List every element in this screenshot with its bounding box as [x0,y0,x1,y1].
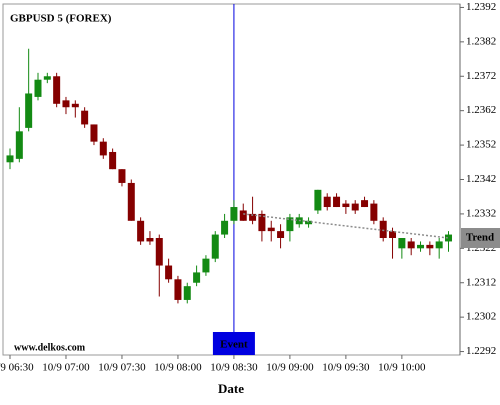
candle-body [183,286,191,300]
y-tick-label: 1.2302 [466,311,496,323]
chart-title: GBPUSD 5 (FOREX) [10,13,112,25]
candle-body [361,200,369,208]
candle-body [239,210,247,221]
candle-body [90,124,98,142]
candle-body [118,169,126,183]
candle-body [249,213,257,221]
y-tick-label: 1.2372 [466,70,496,82]
candle-body [389,231,397,238]
candle-body [305,220,313,225]
y-tick-label: 1.2332 [466,207,496,219]
candle-body [370,203,378,221]
candle-body [155,238,163,266]
candle-body [193,272,201,283]
candle-body [127,182,135,221]
y-tick-label: 1.2352 [466,139,496,151]
candle-body [435,241,443,249]
candle-body [379,220,387,238]
candle-body [342,203,350,208]
plot-area [2,3,461,356]
x-axis-label: Date [218,381,244,396]
candle-body [81,110,89,125]
candle-body [15,131,23,159]
y-tick-label: 1.2342 [466,173,496,185]
trend-label-box [461,228,500,248]
y-tick-label: 1.2292 [466,345,496,357]
x-tick-label: 10/9 08:30 [210,362,258,374]
trend-line [243,213,449,239]
candle-body [230,207,238,221]
candle-body [25,93,33,128]
candle-body [202,258,210,273]
x-tick-label: 10/9 09:00 [266,362,314,374]
candle-body [426,244,434,249]
y-tick-label: 1.2382 [466,35,496,47]
y-tick-label: 1.2312 [466,276,496,288]
x-tick-label: 10/9 07:30 [98,362,146,374]
candle-body [43,76,51,80]
candle-body [137,220,145,242]
candle-body [221,220,229,235]
candle-body [333,196,341,208]
candle-body [174,279,182,300]
candle-body [417,244,425,249]
candle-body [165,265,173,280]
y-tick-label: 1.2392 [466,1,496,13]
candle-body [286,217,294,232]
candle-body [323,196,331,208]
candle-body [71,103,79,108]
candle-body [277,231,285,238]
x-tick-label: 10/9 07:00 [42,362,90,374]
candle-body [62,100,70,108]
candle-body [6,155,14,163]
candle-body [267,227,275,232]
candle-body [398,238,406,249]
event-label: Event [220,339,248,351]
event-label-box [212,332,255,355]
x-tick-label: 10/9 10:00 [378,362,426,374]
y-tick-label: 1.2362 [466,104,496,116]
candle-body [445,234,453,242]
trend-label: Trend [466,232,494,244]
watermark: www.delkos.com [14,342,86,353]
x-tick-label: 10/9 08:00 [154,362,202,374]
candle-body [314,189,322,211]
candle-body [34,79,42,97]
candle-body [258,213,266,232]
candle-body [407,241,415,249]
candle-body [99,141,107,156]
x-tick-label: 10/9 06:30 [0,362,34,374]
candle-body [53,76,61,104]
candle-body [351,203,359,211]
candle-body [109,151,117,170]
x-tick-label: 10/9 09:30 [322,362,370,374]
candle-body [146,238,154,242]
candle-body [211,234,219,259]
